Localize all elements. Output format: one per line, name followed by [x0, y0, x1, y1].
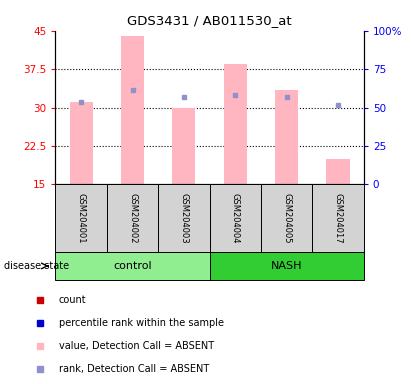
Bar: [326, 159, 350, 184]
Bar: [158, 184, 210, 252]
Text: GSM204004: GSM204004: [231, 193, 240, 243]
Text: NASH: NASH: [271, 261, 302, 271]
Bar: [121, 36, 144, 184]
Text: disease state: disease state: [4, 261, 69, 271]
Bar: [261, 184, 312, 252]
Text: GSM204017: GSM204017: [334, 193, 342, 243]
Text: rank, Detection Call = ABSENT: rank, Detection Call = ABSENT: [59, 364, 209, 374]
Title: GDS3431 / AB011530_at: GDS3431 / AB011530_at: [127, 14, 292, 27]
Text: GSM204003: GSM204003: [180, 193, 188, 243]
Text: percentile rank within the sample: percentile rank within the sample: [59, 318, 224, 328]
Bar: [69, 103, 93, 184]
Bar: [312, 184, 364, 252]
Bar: [275, 89, 298, 184]
Text: count: count: [59, 295, 86, 305]
Text: value, Detection Call = ABSENT: value, Detection Call = ABSENT: [59, 341, 214, 351]
Bar: [210, 252, 364, 280]
Bar: [224, 64, 247, 184]
Text: GSM204001: GSM204001: [77, 193, 85, 243]
Bar: [55, 184, 107, 252]
Bar: [55, 252, 210, 280]
Text: GSM204002: GSM204002: [128, 193, 137, 243]
Bar: [172, 108, 196, 184]
Bar: [210, 184, 261, 252]
Bar: [107, 184, 158, 252]
Text: GSM204005: GSM204005: [282, 193, 291, 243]
Text: control: control: [113, 261, 152, 271]
